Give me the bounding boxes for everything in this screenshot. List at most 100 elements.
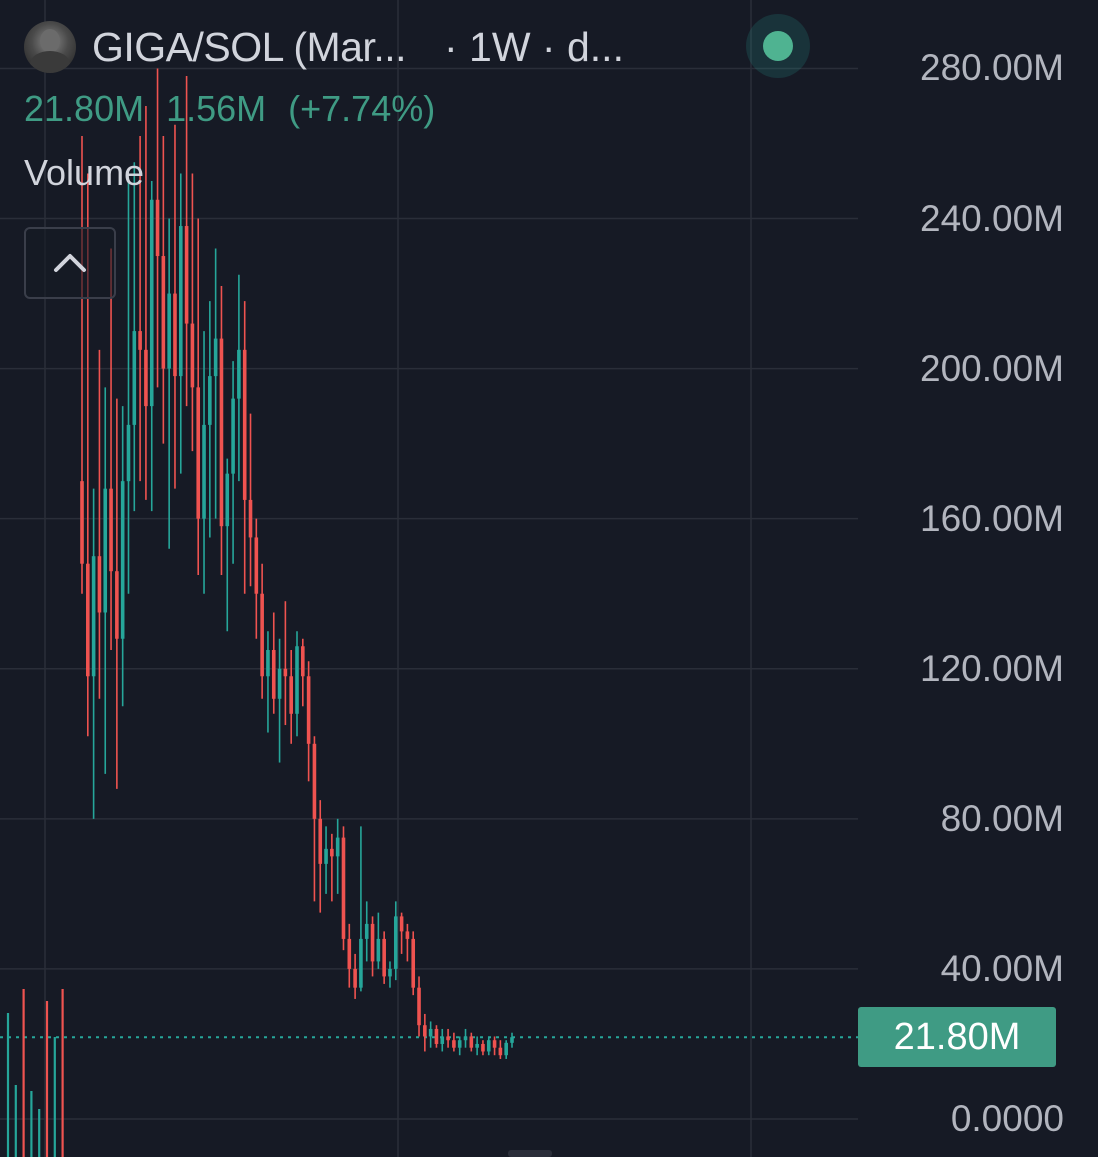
candle <box>486 1036 491 1056</box>
scroll-handle[interactable] <box>508 1150 552 1157</box>
candle-body <box>492 1040 497 1048</box>
candle <box>388 961 392 988</box>
candle-body <box>260 593 264 677</box>
candle-body <box>109 488 113 572</box>
candle-body <box>469 1036 474 1048</box>
candle <box>167 218 171 549</box>
candle-body <box>376 938 381 962</box>
candle <box>382 931 386 984</box>
candle <box>324 826 328 894</box>
candle <box>452 1032 456 1052</box>
giga-avatar[interactable] <box>24 21 76 73</box>
y-tick-label: 240.00M <box>920 197 1064 239</box>
current-price-tag: 21.80M <box>858 1007 1056 1068</box>
candle-body <box>301 646 305 677</box>
candle-body <box>103 488 108 613</box>
candle <box>289 650 293 744</box>
candle <box>237 274 241 482</box>
candle-body <box>457 1040 462 1048</box>
candle <box>190 173 195 452</box>
candle-body <box>481 1043 485 1052</box>
candle-body <box>155 199 160 257</box>
y-tick-label: 200.00M <box>920 347 1064 389</box>
candle-body <box>80 481 84 564</box>
candle <box>144 105 148 500</box>
change-value: 1.56M <box>166 88 267 129</box>
candle-body <box>405 931 410 939</box>
candle-body <box>202 424 206 519</box>
candle <box>208 301 212 538</box>
candle <box>341 826 346 951</box>
candle <box>103 387 108 774</box>
candle-body <box>440 1036 445 1044</box>
candle <box>359 826 363 992</box>
candle-body <box>266 650 270 677</box>
candle <box>417 976 421 1037</box>
candle <box>283 601 288 726</box>
candle <box>393 901 398 981</box>
volume-bars <box>6 989 64 1157</box>
candle-body <box>208 376 212 425</box>
candle-body <box>190 323 195 388</box>
candle-body <box>486 1040 491 1052</box>
candle <box>364 901 369 962</box>
candle <box>428 1021 433 1048</box>
candle <box>242 301 247 594</box>
candle <box>469 1032 474 1052</box>
candle <box>155 68 160 388</box>
candle-body <box>219 338 224 527</box>
candle <box>306 661 311 782</box>
collapse-legend-button[interactable] <box>24 227 116 299</box>
candle <box>481 1040 485 1056</box>
timeframe-label[interactable]: · 1W · d... <box>444 23 624 70</box>
candle-body <box>411 938 416 988</box>
candle-body <box>312 743 317 819</box>
candle <box>295 631 299 737</box>
candle <box>405 923 410 962</box>
candle <box>271 612 276 714</box>
candle-body <box>132 331 137 425</box>
candle <box>109 248 113 650</box>
candle-body <box>126 424 131 482</box>
candle <box>97 349 102 699</box>
candle <box>219 286 224 575</box>
last-value: 21.80M <box>24 88 145 129</box>
candle <box>120 406 125 707</box>
candle <box>440 1028 445 1052</box>
candle <box>353 953 357 999</box>
avatar-head <box>40 29 60 53</box>
title-row: GIGA/SOL (Mar... · 1W · d... <box>24 14 844 78</box>
candle <box>173 124 177 489</box>
candle <box>498 1040 503 1059</box>
volume-indicator-label[interactable]: Volume <box>24 152 145 193</box>
candle <box>126 181 131 594</box>
candle <box>196 218 201 575</box>
candle-body <box>359 938 363 988</box>
candle-body <box>115 571 119 639</box>
candle-body <box>184 226 189 324</box>
candle-body <box>295 646 299 714</box>
candle-body <box>475 1043 479 1048</box>
candle <box>260 563 264 699</box>
y-tick-label: 160.00M <box>920 497 1064 539</box>
candle-body <box>382 938 386 977</box>
candle-body <box>161 256 166 369</box>
candle-body <box>97 556 102 613</box>
candle <box>370 916 375 977</box>
candle <box>161 135 166 444</box>
candle-body <box>318 818 323 864</box>
candle-body <box>417 987 421 1026</box>
candle-body <box>225 473 230 527</box>
candle-body <box>324 848 328 864</box>
price-axis[interactable]: 280.00M 240.00M 200.00M 160.00M 120.00M … <box>858 0 1098 1157</box>
candle <box>80 135 84 594</box>
y-tick-label: 120.00M <box>920 647 1064 689</box>
candle-body <box>283 668 288 677</box>
chart-header: GIGA/SOL (Mar... · 1W · d... 21.80M 1.56M… <box>24 14 844 194</box>
candle <box>225 458 230 632</box>
candle <box>202 331 206 594</box>
candle <box>504 1040 508 1059</box>
symbol-title[interactable]: GIGA/SOL (Mar... <box>92 23 407 70</box>
candle <box>446 1028 450 1048</box>
